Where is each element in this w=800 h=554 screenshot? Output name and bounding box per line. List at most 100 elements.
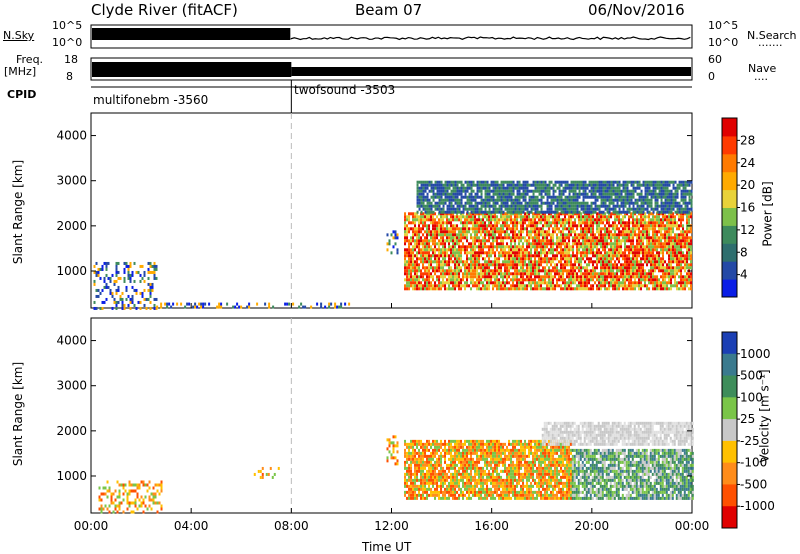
colorbar-swatch: [722, 118, 737, 137]
colorbar-tick-label: -100: [740, 456, 767, 470]
nave-dots: ····: [754, 73, 768, 86]
x-tick-label: 00:00: [675, 519, 710, 533]
power-colorbar: 28 24 20 16 12 8 4: [721, 117, 755, 298]
y-tick-label: 2000: [56, 424, 87, 438]
colorbar-tick-label: -500: [740, 477, 767, 491]
echo-region: [541, 421, 694, 446]
colorbar-swatch: [722, 207, 737, 226]
y-tick-label: 3000: [56, 379, 87, 393]
freq-block-2: [291, 67, 691, 76]
search-dots: ·······: [758, 39, 783, 52]
colorbar-swatch: [722, 225, 737, 244]
colorbar-swatch: [722, 261, 737, 280]
colorbar-swatch: [722, 419, 737, 442]
colorbar-swatch: [722, 189, 737, 208]
sky-panel-frame: [90, 24, 693, 49]
station-title: Clyde River (fitACF): [91, 1, 238, 19]
echo-region: [93, 261, 158, 310]
colorbar-swatch: [722, 171, 737, 191]
echo-region: [386, 435, 399, 466]
x-tick-label: 16:00: [474, 519, 509, 533]
colorbar-frame: [721, 331, 738, 529]
colorbar-swatch: [722, 397, 737, 420]
sky-noise-trace: [92, 28, 691, 41]
cpid-mode-2: twofsound -3503: [294, 83, 396, 97]
colorbar-swatch: [722, 462, 737, 485]
freq-panel-frame: [90, 57, 693, 81]
velocity-y-axis-label: Slant Range [km]: [11, 361, 26, 467]
colorbar-tick-label: 25: [740, 412, 755, 426]
search-tick-bottom: 10^0: [708, 36, 739, 49]
velocity-colorbar-label: Velocity [m s⁻¹]: [757, 369, 772, 463]
colorbar-swatch: [722, 153, 737, 173]
colorbar-tick-label: 100: [740, 390, 763, 404]
freq-tick-bottom: 8: [66, 70, 73, 83]
colorbar-tick-label: -1000: [740, 499, 775, 513]
colorbar-tick-label: 1000: [740, 347, 771, 361]
colorbar-tick-label: 8: [740, 245, 748, 259]
colorbar-swatch: [722, 243, 737, 262]
freq-block-1: [92, 62, 292, 77]
colorbar-tick-label: -25: [740, 434, 760, 448]
sky-tick-bottom: 10^0: [52, 36, 83, 49]
y-tick-label: 3000: [56, 174, 87, 188]
search-label: N.Search: [747, 29, 797, 42]
date-label: 06/Nov/2016: [588, 1, 685, 19]
power-colorbar-label: Power [dB]: [760, 181, 775, 247]
nave-label: Nave: [748, 62, 777, 75]
sky-tick-top: 10^5: [52, 19, 83, 32]
freq-label: Freq.: [16, 53, 44, 66]
x-tick-label: 12:00: [374, 519, 409, 533]
colorbar-swatch: [722, 484, 737, 507]
colorbar-tick-label: 500: [740, 369, 763, 383]
x-tick-label: 08:00: [274, 519, 309, 533]
cpid-mode-1: multifonebm -3560: [93, 93, 209, 107]
echo-region: [253, 466, 280, 479]
colorbar-tick-label: 28: [740, 133, 755, 147]
time-axis-label: Time UT: [362, 540, 412, 554]
echo-region: [386, 230, 399, 255]
velocity-colorbar: 1000 500 100 25 -25 -100 -500 -1000: [721, 331, 775, 529]
panel-frame: [90, 317, 693, 514]
colorbar-tick-label: 12: [740, 223, 755, 237]
beam-label: Beam 07: [355, 1, 423, 19]
echo-region: [404, 212, 693, 291]
echo-region: [571, 448, 694, 500]
colorbar-swatch: [722, 135, 737, 155]
colorbar-swatch: [722, 279, 737, 298]
freq-tick-top: 18: [64, 53, 78, 66]
y-tick-label: 4000: [56, 129, 87, 143]
colorbar-swatch: [722, 332, 737, 355]
search-tick-top: 10^5: [708, 19, 739, 32]
echo-region: [156, 302, 351, 309]
freq-unit: [MHz]: [4, 65, 37, 78]
colorbar-swatch: [722, 353, 737, 377]
colorbar-tick-label: 24: [740, 156, 755, 170]
y-tick-label: 1000: [56, 264, 87, 278]
cpid-label: CPID: [7, 88, 37, 101]
y-tick-label: 1000: [56, 469, 87, 483]
x-tick-label: 04:00: [174, 519, 209, 533]
colorbar-swatch: [722, 375, 737, 398]
nave-tick-top: 60: [708, 53, 722, 66]
power-panel: 1000 2000 3000 4000: [56, 112, 693, 310]
x-tick-label: 00:00: [74, 519, 109, 533]
power-y-axis-label: Slant Range [km]: [11, 159, 26, 265]
velocity-panel: 1000 2000 3000 4000 00:00 04:00 08:00 12:00 16:0…: [56, 317, 710, 533]
x-tick-label: 20:00: [575, 519, 610, 533]
colorbar-tick-label: 4: [740, 268, 748, 282]
echo-region: [404, 439, 573, 500]
y-tick-label: 4000: [56, 334, 87, 348]
frequency-trace: [92, 62, 691, 113]
colorbar-tick-label: 16: [740, 201, 755, 215]
sky-noise-block: [92, 28, 291, 40]
colorbar-tick-label: 20: [740, 178, 755, 192]
echo-region: [98, 480, 163, 514]
colorbar-swatch: [722, 440, 737, 464]
y-tick-label: 2000: [56, 219, 87, 233]
sky-label: N.Sky: [3, 29, 35, 42]
sky-noise-line: [290, 36, 691, 41]
echo-region: [416, 180, 693, 214]
nave-tick-bottom: 0: [708, 70, 715, 83]
